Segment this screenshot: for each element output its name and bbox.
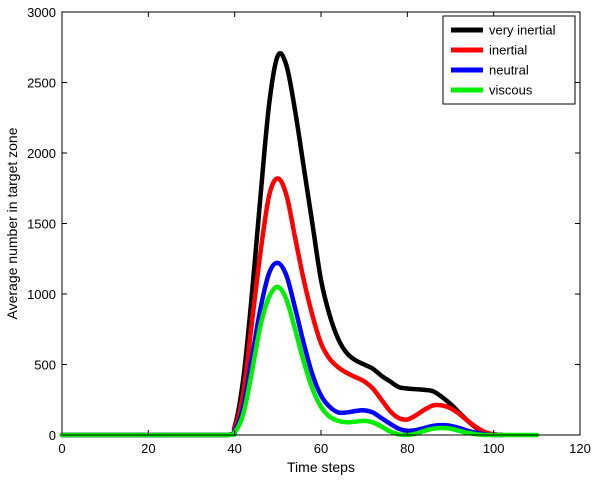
- x-tick-label: 80: [400, 441, 414, 456]
- x-axis-label: Time steps: [287, 459, 355, 475]
- legend-entry: very inertial: [489, 23, 556, 38]
- legend-entry: neutral: [489, 63, 529, 78]
- x-tick-label: 40: [227, 441, 241, 456]
- x-tick-label: 60: [314, 441, 328, 456]
- x-tick-label: 120: [569, 441, 591, 456]
- y-tick-label: 500: [34, 358, 56, 373]
- series-line-neutral: [59, 260, 505, 438]
- x-tick-label: 0: [58, 441, 65, 456]
- y-tick-label: 3000: [27, 5, 56, 20]
- legend-entry: inertial: [489, 43, 527, 58]
- series-layer: [59, 51, 540, 438]
- y-tick-label: 2000: [27, 146, 56, 161]
- y-tick-label: 2500: [27, 76, 56, 91]
- series-line-very-inertial: [59, 51, 505, 438]
- legend: very inertial inertial neutral viscous: [442, 15, 576, 105]
- y-tick-label: 0: [49, 428, 56, 443]
- x-tick-label: 20: [141, 441, 155, 456]
- y-tick-label: 1000: [27, 287, 56, 302]
- y-tick-label: 1500: [27, 217, 56, 232]
- series-line-inertial: [59, 176, 505, 438]
- y-axis-label: Average number in target zone: [4, 127, 20, 319]
- x-tick-label: 100: [483, 441, 505, 456]
- ticks-layer: 0 20 40 60 80 100 120 0 500 1000 1500 2000 2500 3000: [27, 5, 591, 456]
- legend-entry: viscous: [489, 83, 533, 98]
